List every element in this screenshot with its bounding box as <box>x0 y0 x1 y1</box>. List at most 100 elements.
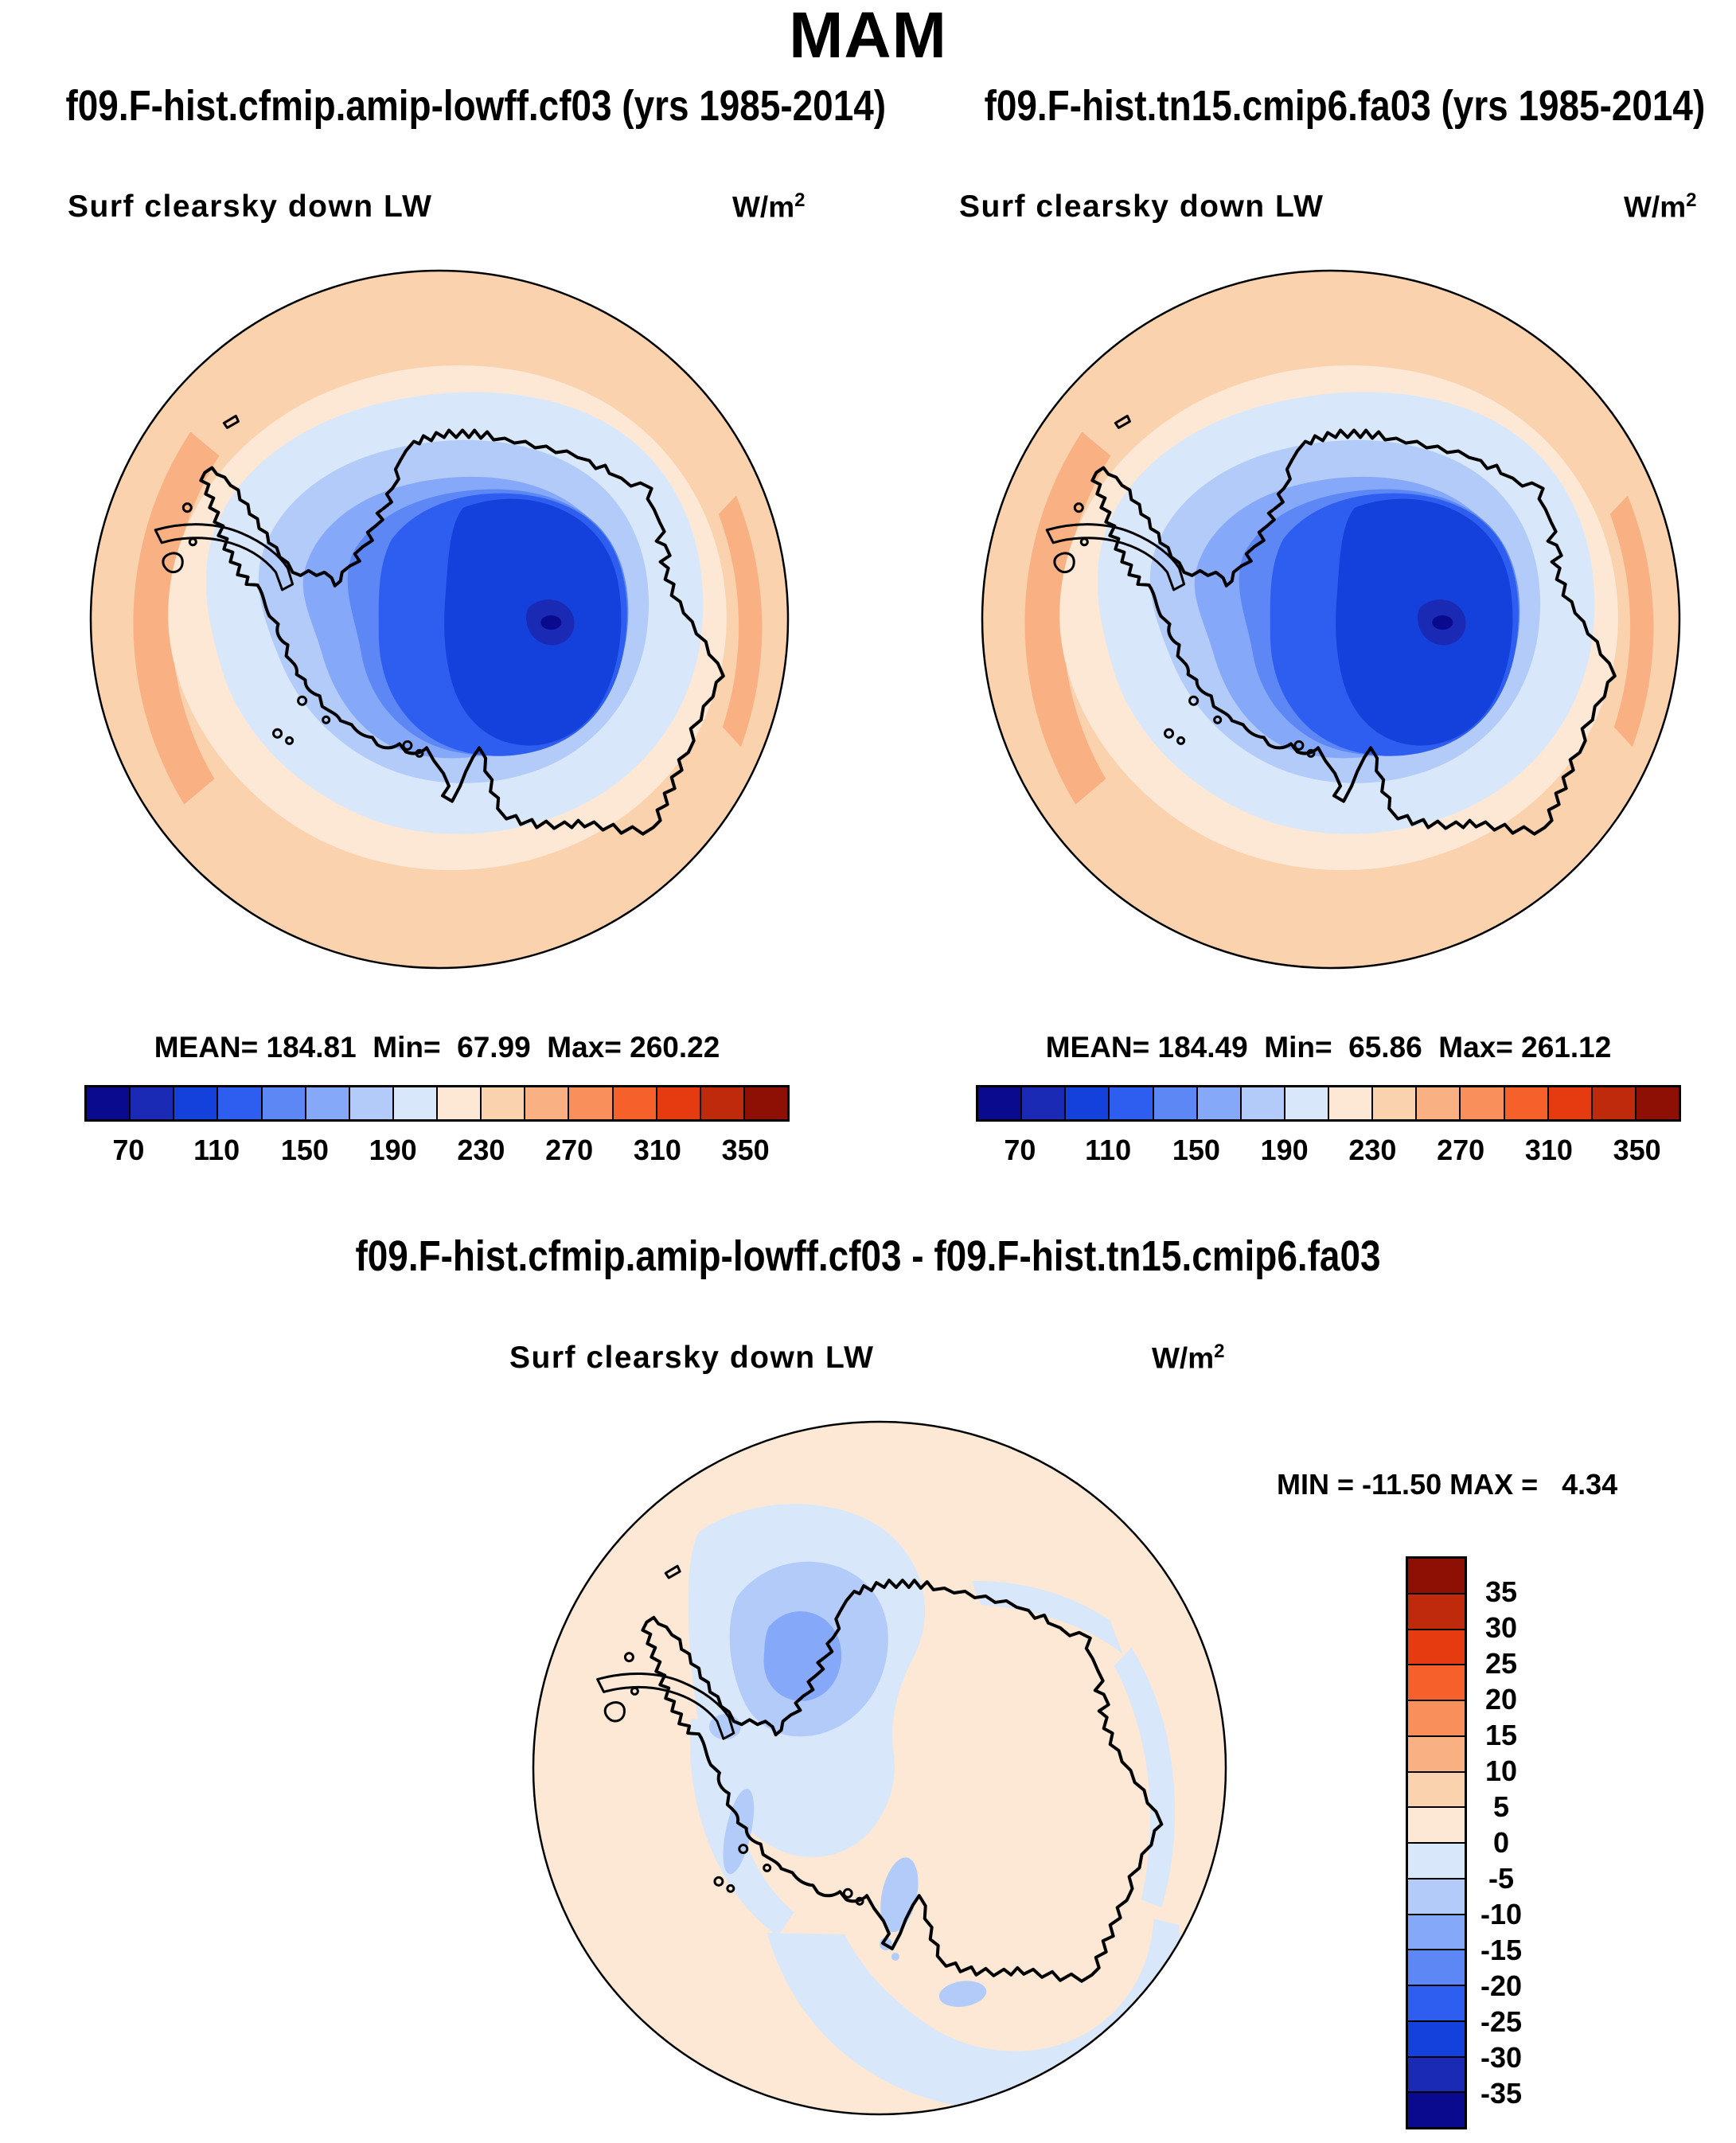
colorbar-cell <box>1241 1087 1285 1119</box>
colorbar-cell <box>262 1087 306 1119</box>
colorbar-tick-label: 70 <box>112 1134 145 1166</box>
colorbar-tick-label: -30 <box>1480 2041 1523 2074</box>
units-label-diff: W/m2 <box>1152 1341 1225 1375</box>
colorbar-cell <box>1408 1808 1465 1844</box>
colorbar-cell <box>1408 1701 1465 1737</box>
colorbar-cell <box>131 1087 175 1119</box>
colorbar-tick-label: 190 <box>1260 1134 1309 1166</box>
colorbar-cell <box>1408 1559 1465 1595</box>
colorbar-cell <box>174 1087 219 1119</box>
colorbar-tick-label: -5 <box>1488 1862 1514 1895</box>
colorbar-cell <box>1408 1594 1465 1630</box>
field-label-right: Surf clearsky down LW <box>959 189 1324 224</box>
colorbar-cell <box>569 1087 614 1119</box>
colorbar-cell <box>482 1087 526 1119</box>
colorbar-tick-label: 350 <box>721 1134 770 1166</box>
colorbar-cell <box>1504 1087 1549 1119</box>
map-left-polar-stereographic <box>89 269 790 970</box>
colorbar-right-ticks: 70 110 150 190 230 270 310 350 <box>976 1134 1681 1173</box>
colorbar-diff <box>1406 1556 1467 2129</box>
colorbar-right <box>976 1085 1681 1122</box>
colorbar-tick-label: -35 <box>1480 2077 1523 2110</box>
units-label-right: W/m2 <box>1624 189 1697 224</box>
colorbar-tick-label: 150 <box>1172 1134 1220 1166</box>
field-label-left: Surf clearsky down LW <box>68 189 433 224</box>
colorbar-cell <box>525 1087 570 1119</box>
colorbar-cell <box>1548 1087 1593 1119</box>
run-title-left: f09.F-hist.cfmip.amip-lowff.cf03 (yrs 19… <box>65 82 887 130</box>
colorbar-cell <box>1408 1950 1465 1986</box>
colorbar-tick-label: 150 <box>280 1134 329 1166</box>
colorbar-cell <box>1636 1087 1679 1119</box>
colorbar-tick-label: 70 <box>1004 1134 1036 1166</box>
colorbar-cell <box>1408 2093 1465 2127</box>
colorbar-cell <box>978 1087 1023 1119</box>
stats-left: MEAN= 184.81 Min= 67.99 Max= 260.22 <box>154 1031 720 1064</box>
colorbar-tick-label: 110 <box>193 1134 240 1166</box>
colorbar-tick-label: 270 <box>545 1134 594 1166</box>
colorbar-cell <box>1592 1087 1637 1119</box>
colorbar-cell <box>1022 1087 1067 1119</box>
colorbar-cell <box>1408 1772 1465 1809</box>
colorbar-cell <box>1110 1087 1154 1119</box>
colorbar-cell <box>1066 1087 1110 1119</box>
colorbar-diff-ticks: 35 30 25 20 15 10 5 0 -5 -10 -15 -20 -25 -30 -35 <box>1469 1556 1533 2129</box>
colorbar-cell <box>613 1087 657 1119</box>
colorbar-tick-label: -10 <box>1480 1898 1523 1930</box>
colorbar-cell <box>1408 1844 1465 1880</box>
colorbar-tick-label: 5 <box>1492 1790 1510 1823</box>
colorbar-cell <box>1408 1630 1465 1666</box>
colorbar-tick-label: -20 <box>1480 1969 1523 2002</box>
colorbar-tick-label: 310 <box>1524 1134 1573 1166</box>
colorbar-tick-label: 110 <box>1085 1134 1132 1166</box>
colorbar-cell <box>218 1087 263 1119</box>
stats-right: MEAN= 184.49 Min= 65.86 Max= 261.12 <box>1045 1031 1612 1064</box>
colorbar-cell <box>657 1087 701 1119</box>
colorbar-cell <box>1285 1087 1329 1119</box>
colorbar-cell <box>700 1087 745 1119</box>
colorbar-cell <box>1408 2057 1465 2094</box>
colorbar-tick-label: 35 <box>1484 1575 1518 1608</box>
colorbar-cell <box>1408 1915 1465 1951</box>
colorbar-cell <box>1408 2021 1465 2058</box>
colorbar-tick-label: 350 <box>1613 1134 1661 1166</box>
colorbar-tick-label: 10 <box>1484 1755 1518 1787</box>
colorbar-left-ticks: 70 110 150 190 230 270 310 350 <box>84 1134 790 1173</box>
colorbar-tick-label: 310 <box>633 1134 681 1166</box>
colorbar-cell <box>349 1087 394 1119</box>
colorbar-cell <box>1197 1087 1242 1119</box>
page-title: MAM <box>789 0 947 72</box>
colorbar-cell <box>1373 1087 1418 1119</box>
colorbar-tick-label: 230 <box>457 1134 505 1166</box>
colorbar-cell <box>1408 1736 1465 1773</box>
colorbar-tick-label: 270 <box>1437 1134 1485 1166</box>
colorbar-cell <box>1461 1087 1505 1119</box>
units-label-left: W/m2 <box>732 189 806 224</box>
colorbar-cell <box>1408 1665 1465 1701</box>
colorbar-cell <box>438 1087 482 1119</box>
colorbar-tick-label: 0 <box>1492 1826 1510 1859</box>
colorbar-tick-label: -25 <box>1480 2005 1523 2038</box>
colorbar-cell <box>1153 1087 1198 1119</box>
colorbar-tick-label: -15 <box>1480 1934 1523 1966</box>
colorbar-cell <box>393 1087 438 1119</box>
colorbar-cell <box>1408 1879 1465 1915</box>
colorbar-left <box>84 1085 790 1122</box>
diff-minmax: MIN = -11.50 MAX = 4.34 <box>1277 1468 1618 1501</box>
colorbar-tick-label: 15 <box>1484 1719 1518 1751</box>
colorbar-cell <box>1329 1087 1374 1119</box>
colorbar-cell <box>1417 1087 1461 1119</box>
colorbar-tick-label: 190 <box>369 1134 417 1166</box>
colorbar-cell <box>306 1087 350 1119</box>
colorbar-cell <box>87 1087 131 1119</box>
colorbar-cell <box>1408 1986 1465 2022</box>
colorbar-tick-label: 230 <box>1348 1134 1397 1166</box>
colorbar-tick-label: 25 <box>1484 1647 1518 1680</box>
colorbar-cell <box>744 1087 787 1119</box>
colorbar-tick-label: 30 <box>1484 1611 1518 1644</box>
map-right-polar-stereographic <box>981 269 1681 970</box>
colorbar-tick-label: 20 <box>1484 1683 1518 1716</box>
map-diff-polar-stereographic <box>532 1420 1227 2116</box>
diff-title: f09.F-hist.cfmip.amip-lowff.cf03 - f09.F… <box>355 1232 1381 1280</box>
